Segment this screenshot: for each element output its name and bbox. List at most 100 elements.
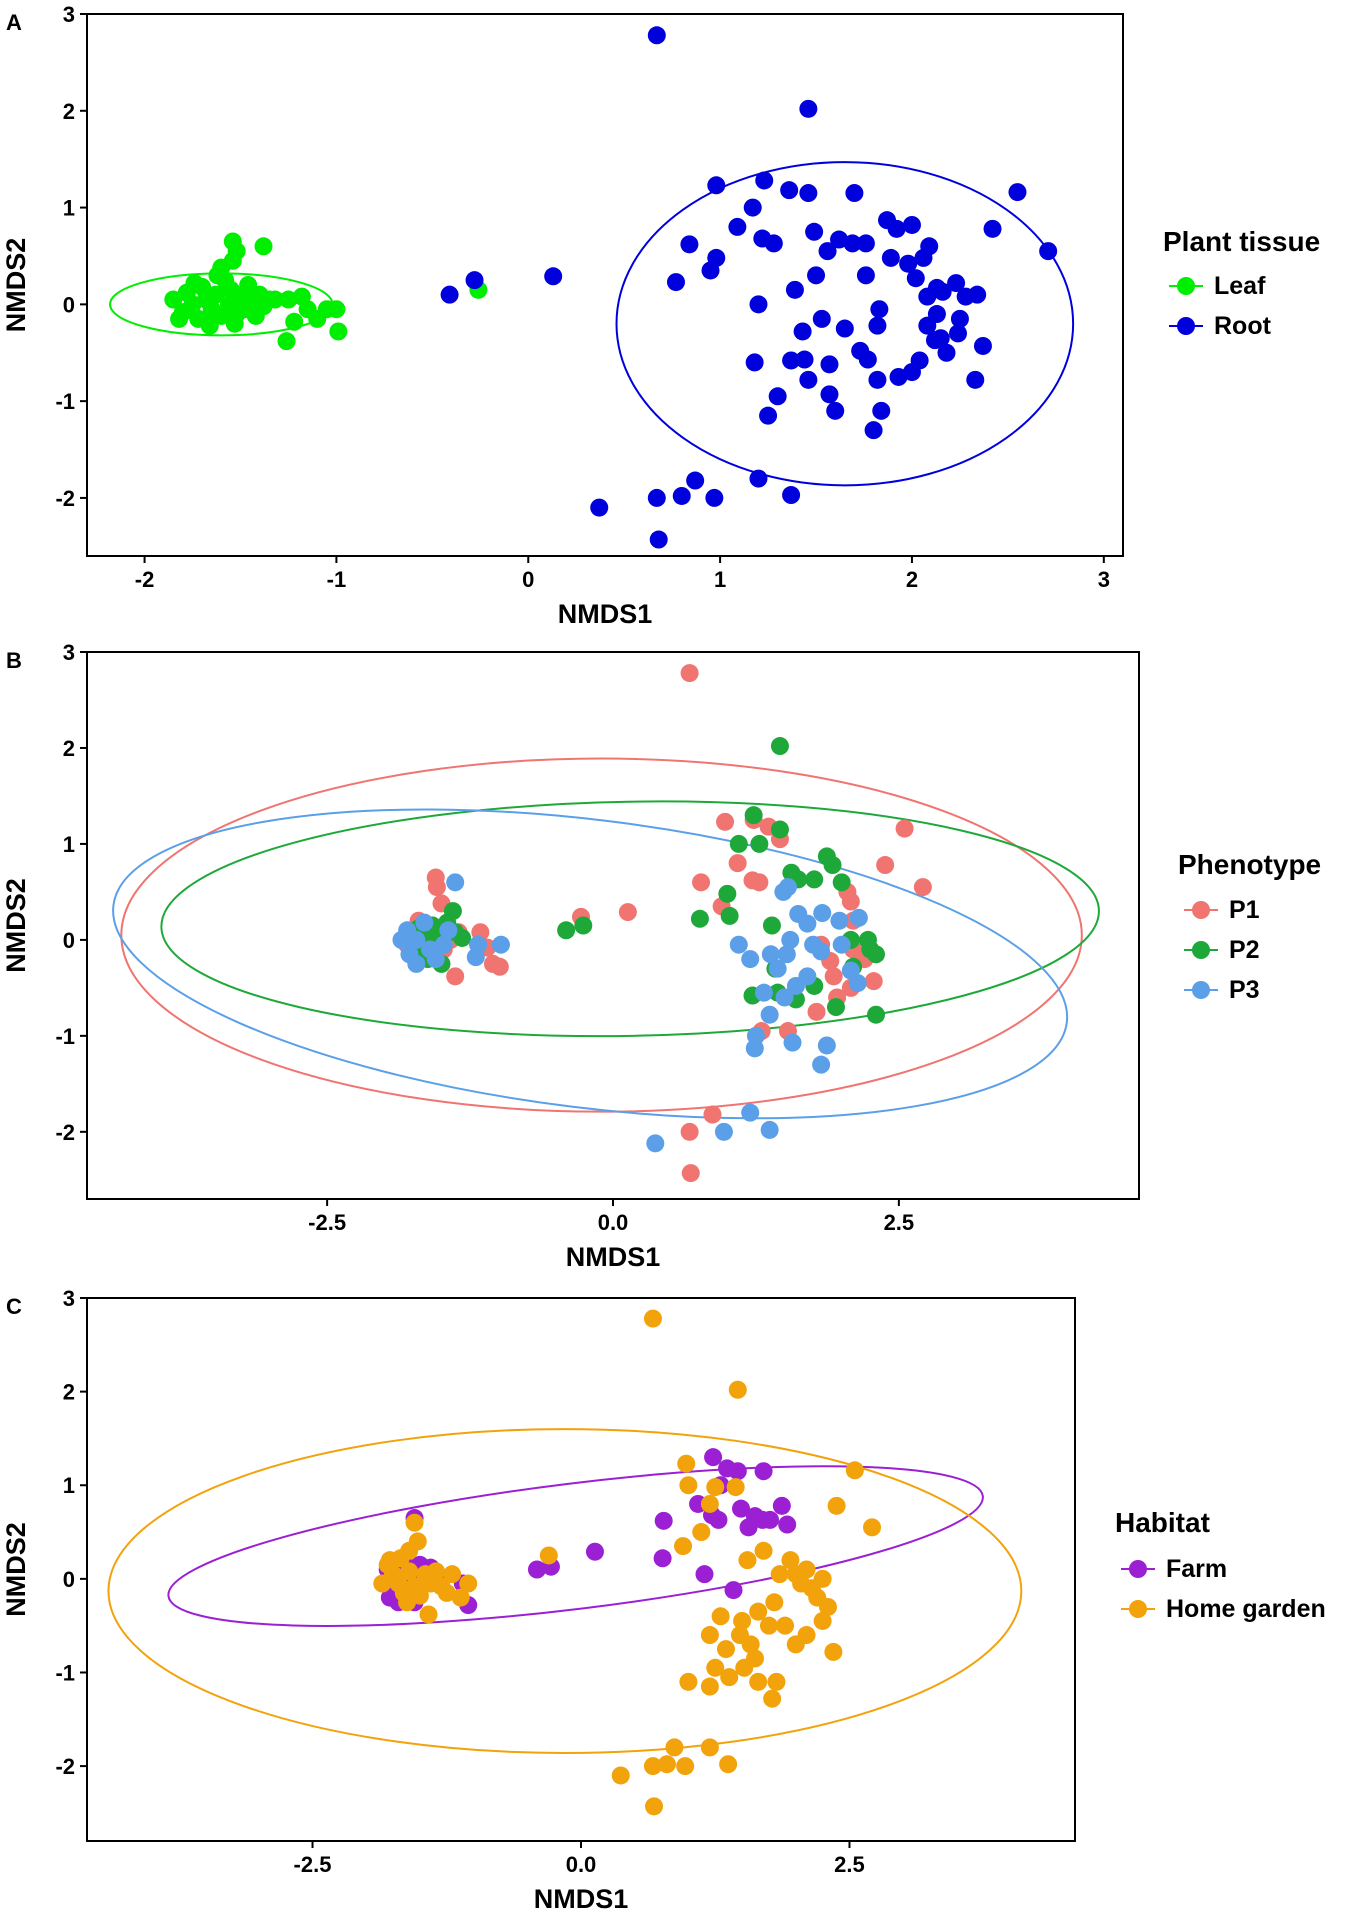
data-point [799,370,818,389]
data-point [170,309,189,328]
data-point [887,219,906,238]
data-point [700,1677,719,1696]
x-tick-label: 0.0 [598,1210,629,1235]
legend-key-dot [1129,1560,1147,1578]
data-point [856,234,875,253]
data-point [832,873,851,892]
x-axis-title: NMDS1 [566,1242,661,1272]
data-point [805,870,824,889]
data-point [780,181,799,200]
confidence-ellipse-home-garden [107,1428,1023,1754]
data-point [868,316,887,335]
data-point [824,967,843,986]
x-tick-label: 2.5 [834,1852,865,1877]
data-point [770,820,789,839]
data-point [759,406,778,425]
data-point [749,295,768,314]
data-point [729,935,748,954]
data-point [845,184,864,203]
data-point [706,1658,725,1677]
data-point [832,935,851,954]
y-tick-label: 0 [63,1567,75,1592]
data-point [585,1542,604,1561]
data-point [254,237,273,256]
data-point [392,930,411,949]
data-point [762,916,781,935]
data-point [707,176,726,195]
data-point [983,219,1002,238]
data-point [761,1510,780,1529]
data-point [716,812,735,831]
series-home-garden [373,1309,882,1816]
data-point [761,945,780,964]
y-tick-label: 3 [63,640,75,665]
x-tick-label: -2.5 [308,1210,346,1235]
data-point [407,954,426,973]
data-point [611,1766,630,1785]
data-point [819,1597,837,1616]
x-tick-label: 1 [714,567,726,592]
data-point [826,401,845,420]
data-point [918,287,937,306]
data-point [465,271,484,290]
data-point [654,1511,673,1530]
data-point [557,921,576,940]
data-point [647,26,666,45]
data-point [770,1565,789,1584]
confidence-ellipse-farm [167,1465,984,1627]
data-point [728,1380,747,1399]
data-point [793,322,812,341]
data-point [754,1541,773,1560]
confidence-ellipse-root [615,161,1075,487]
data-point [749,1672,768,1691]
data-point [824,1642,843,1661]
data-point [973,336,992,355]
panel-b: B -2.5 0.0 2.5 -2 -1 0 1 2 3 NMDS1 NMDS2 Phenotype P1… [1,640,1321,1272]
data-point [895,819,914,838]
data-point [749,469,768,488]
data-point [647,488,666,507]
data-point [830,911,849,930]
data-point [765,1593,784,1612]
data-point [775,988,794,1007]
data-point [807,1002,826,1021]
data-point [728,854,747,873]
data-point [849,908,868,927]
data-point [223,232,242,251]
data-point [440,285,459,304]
data-point [937,343,956,362]
legend-label: Root [1214,312,1272,340]
data-point [781,1551,800,1570]
data-point [277,332,296,351]
data-point [705,488,724,507]
data-point [746,1026,765,1045]
series-p3 [392,873,868,1153]
data-point [695,1565,714,1584]
y-tick-label: -1 [55,1660,75,1685]
data-point [327,300,346,319]
data-point [768,959,787,978]
data-point [574,916,593,935]
y-tick-label: 1 [63,1473,75,1498]
data-point [776,1616,795,1635]
data-point [544,267,563,286]
data-point [720,1668,739,1687]
data-point [870,300,889,319]
data-point [400,1562,419,1581]
legend-key-dot [1129,1600,1147,1618]
data-point [329,322,348,341]
data-point [782,486,801,505]
data-point [799,184,818,203]
y-tick-label: 0 [63,928,75,953]
data-point [768,387,787,406]
data-point [679,1476,698,1495]
data-point [744,806,763,825]
legend-label: Home garden [1166,1595,1326,1623]
data-point [741,1103,760,1122]
data-point [446,873,465,892]
data-point [434,935,453,954]
data-point [864,421,883,440]
y-tick-label: 2 [63,99,75,124]
data-point [720,906,739,925]
data-point [867,945,885,964]
